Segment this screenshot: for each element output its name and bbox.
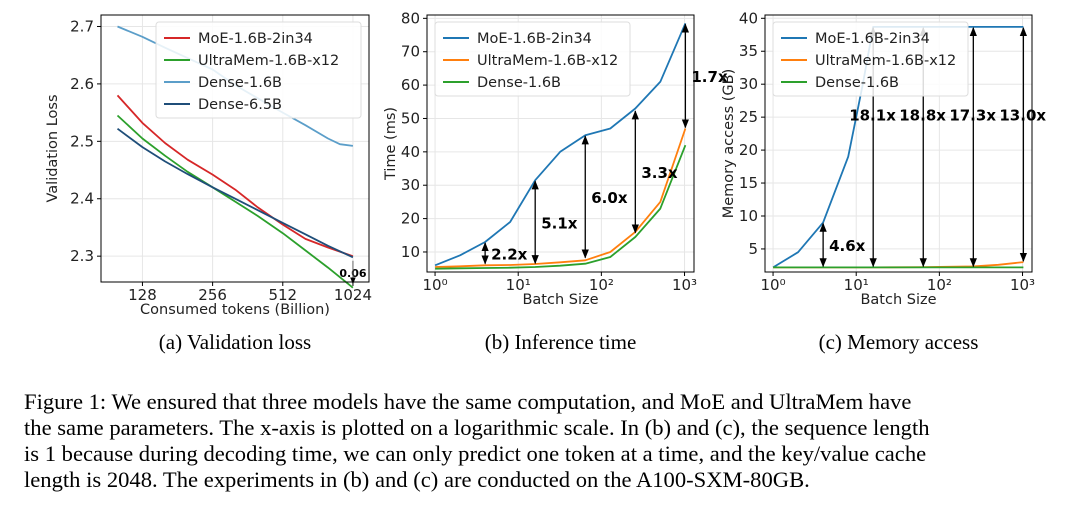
caption-line-3: is 1 because during decoding time, we ca… xyxy=(24,441,927,466)
x-tick-label: 10² xyxy=(589,276,614,294)
y-tick-label: 2.4 xyxy=(70,190,94,208)
ratio-label: 2.2x xyxy=(491,245,528,263)
x-tick-label: 10¹ xyxy=(506,276,531,294)
y-tick-label: 15 xyxy=(739,174,758,192)
x-tick-label: 10⁰ xyxy=(423,276,448,294)
chart-panel-2: 4.6x 18.1x 18.8x 17.3x 13.0x 10⁰ 10¹ 10² 10³ 5 10 1… xyxy=(721,9,1046,354)
y-axis-label: Memory access (GB) xyxy=(721,69,737,219)
ratio-label: 17.3x xyxy=(949,106,996,124)
ratio-label: 4.6x xyxy=(829,237,866,255)
y-tick-label: 20 xyxy=(739,141,758,159)
caption-line-4: length is 2048. The experiments in (b) a… xyxy=(24,467,810,492)
ratio-label: 18.1x xyxy=(849,106,896,124)
x-tick-label: 1024 xyxy=(334,286,372,304)
legend-entry: UltraMem-1.6B-x12 xyxy=(815,53,956,69)
subcaption: (b) Inference time xyxy=(485,330,637,354)
legend-entry: Dense-1.6B xyxy=(198,75,282,91)
ratio-label: 6.0x xyxy=(591,189,628,207)
subcaption: (c) Memory access xyxy=(819,330,979,354)
y-tick-label: 2.7 xyxy=(70,17,94,35)
series-line-0 xyxy=(434,22,687,267)
y-tick-label: 25 xyxy=(739,108,758,126)
caption-line-1: Figure 1: We ensured that three models h… xyxy=(24,389,912,414)
axes-frame xyxy=(764,14,1033,273)
x-tick-label: 10¹ xyxy=(844,276,869,294)
legend-entry: MoE-1.6B-2in34 xyxy=(815,31,930,47)
legend-box xyxy=(434,21,631,97)
subcaption: (a) Validation loss xyxy=(159,330,311,354)
y-tick-label: 80 xyxy=(401,9,420,27)
y-axis-label: Time (ms) xyxy=(383,107,399,181)
figure-caption: Figure 1: We ensured that three models h… xyxy=(24,389,1064,493)
x-axis-label: Batch Size xyxy=(860,292,936,308)
x-axis-label: Consumed tokens (Billion) xyxy=(140,302,330,318)
y-tick-label: 40 xyxy=(739,9,758,27)
x-tick-label: 10⁰ xyxy=(761,276,786,294)
y-tick-label: 10 xyxy=(739,207,758,225)
series-line-2 xyxy=(435,144,687,270)
y-tick-label: 2.5 xyxy=(70,132,94,150)
legend-box xyxy=(155,21,362,119)
legend-entry: MoE-1.6B-2in34 xyxy=(198,31,313,47)
y-tick-label: 10 xyxy=(401,243,420,261)
y-axis-label: Validation Loss xyxy=(45,94,61,202)
series-line-1 xyxy=(435,128,687,268)
ratio-label: 13.0x xyxy=(999,106,1046,124)
legend-entry: Dense-6.5B xyxy=(198,97,282,113)
axes-frame xyxy=(426,14,695,273)
ratio-label: 18.8x xyxy=(899,106,946,124)
legend-entry: Dense-1.6B xyxy=(815,75,899,91)
y-tick-label: 35 xyxy=(739,42,758,60)
x-tick-label: 128 xyxy=(128,286,157,304)
legend-box xyxy=(772,21,969,97)
y-tick-label: 50 xyxy=(401,109,420,127)
y-tick-label: 40 xyxy=(401,143,420,161)
x-axis-label: Batch Size xyxy=(522,292,598,308)
x-tick-label: 10³ xyxy=(1010,276,1035,294)
legend-entry: UltraMem-1.6B-x12 xyxy=(198,53,339,69)
y-tick-label: 20 xyxy=(401,210,420,228)
ratio-label: 5.1x xyxy=(541,214,578,232)
legend-entry: MoE-1.6B-2in34 xyxy=(477,31,592,47)
y-tick-label: 30 xyxy=(739,75,758,93)
y-tick-label: 2.6 xyxy=(70,75,94,93)
x-tick-label: 10² xyxy=(927,276,952,294)
x-tick-label: 512 xyxy=(268,286,297,304)
series-line-3 xyxy=(116,127,354,259)
ratio-label: 1.7x xyxy=(691,68,728,86)
legend-entry: Dense-1.6B xyxy=(477,75,561,91)
caption-line-2: the same parameters. The x-axis is plott… xyxy=(24,415,930,440)
y-tick-label: 30 xyxy=(401,176,420,194)
ratio-label: 3.3x xyxy=(641,164,678,182)
y-tick-label: 2.3 xyxy=(70,247,94,265)
axes-frame xyxy=(100,14,370,283)
series-line-1 xyxy=(116,114,354,289)
y-tick-label: 60 xyxy=(401,76,420,94)
x-tick-label: 10³ xyxy=(672,276,697,294)
series-line-0 xyxy=(116,94,354,258)
legend-entry: UltraMem-1.6B-x12 xyxy=(477,53,618,69)
y-tick-label: 5 xyxy=(748,240,758,258)
x-tick-label: 256 xyxy=(198,286,227,304)
y-tick-label: 70 xyxy=(401,43,420,61)
chart-panel-1: 2.2x 5.1x 6.0x 3.3x 1.7x 10⁰ 10¹ 10² 10³ 10 20 30 40… xyxy=(383,9,728,354)
